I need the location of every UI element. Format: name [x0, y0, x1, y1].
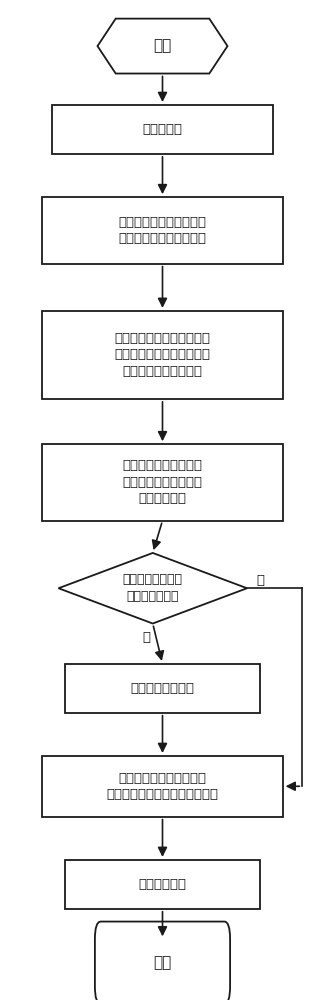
Text: 发送全局硬件中断: 发送全局硬件中断 — [131, 682, 194, 695]
Bar — [65, 860, 260, 909]
Text: 所在处理器节点是
主处理器节点？: 所在处理器节点是 主处理器节点？ — [123, 573, 183, 603]
Bar — [42, 197, 283, 264]
Text: 是: 是 — [142, 631, 150, 644]
Text: 结束: 结束 — [153, 955, 172, 970]
Bar — [52, 105, 273, 154]
Bar — [42, 756, 283, 817]
Bar — [65, 664, 260, 713]
Text: 等待所在处理器节点上的
全局时钟中断服务处理程序完成: 等待所在处理器节点上的 全局时钟中断服务处理程序完成 — [107, 772, 218, 801]
Text: 禁止所在处理器节点上所
有处理器核的时基寄存器: 禁止所在处理器节点上所 有处理器核的时基寄存器 — [119, 216, 206, 245]
Polygon shape — [98, 19, 228, 74]
Polygon shape — [58, 553, 247, 624]
Text: 否: 否 — [257, 574, 265, 587]
Text: 回收系统资源: 回收系统资源 — [138, 878, 187, 891]
Text: 开始: 开始 — [153, 39, 172, 54]
Bar — [42, 444, 283, 521]
Text: 系统初始化: 系统初始化 — [142, 123, 183, 136]
Text: 等待所在处理器节点的
所有处理器核上的时钟
设置任务完成: 等待所在处理器节点的 所有处理器核上的时钟 设置任务完成 — [123, 459, 202, 505]
FancyBboxPatch shape — [95, 922, 230, 1000]
Bar — [42, 311, 283, 399]
Text: 根据所在处理器节点上处理
器核的总数，创建每个处理
器核上的时钟设置任务: 根据所在处理器节点上处理 器核的总数，创建每个处理 器核上的时钟设置任务 — [114, 332, 211, 378]
